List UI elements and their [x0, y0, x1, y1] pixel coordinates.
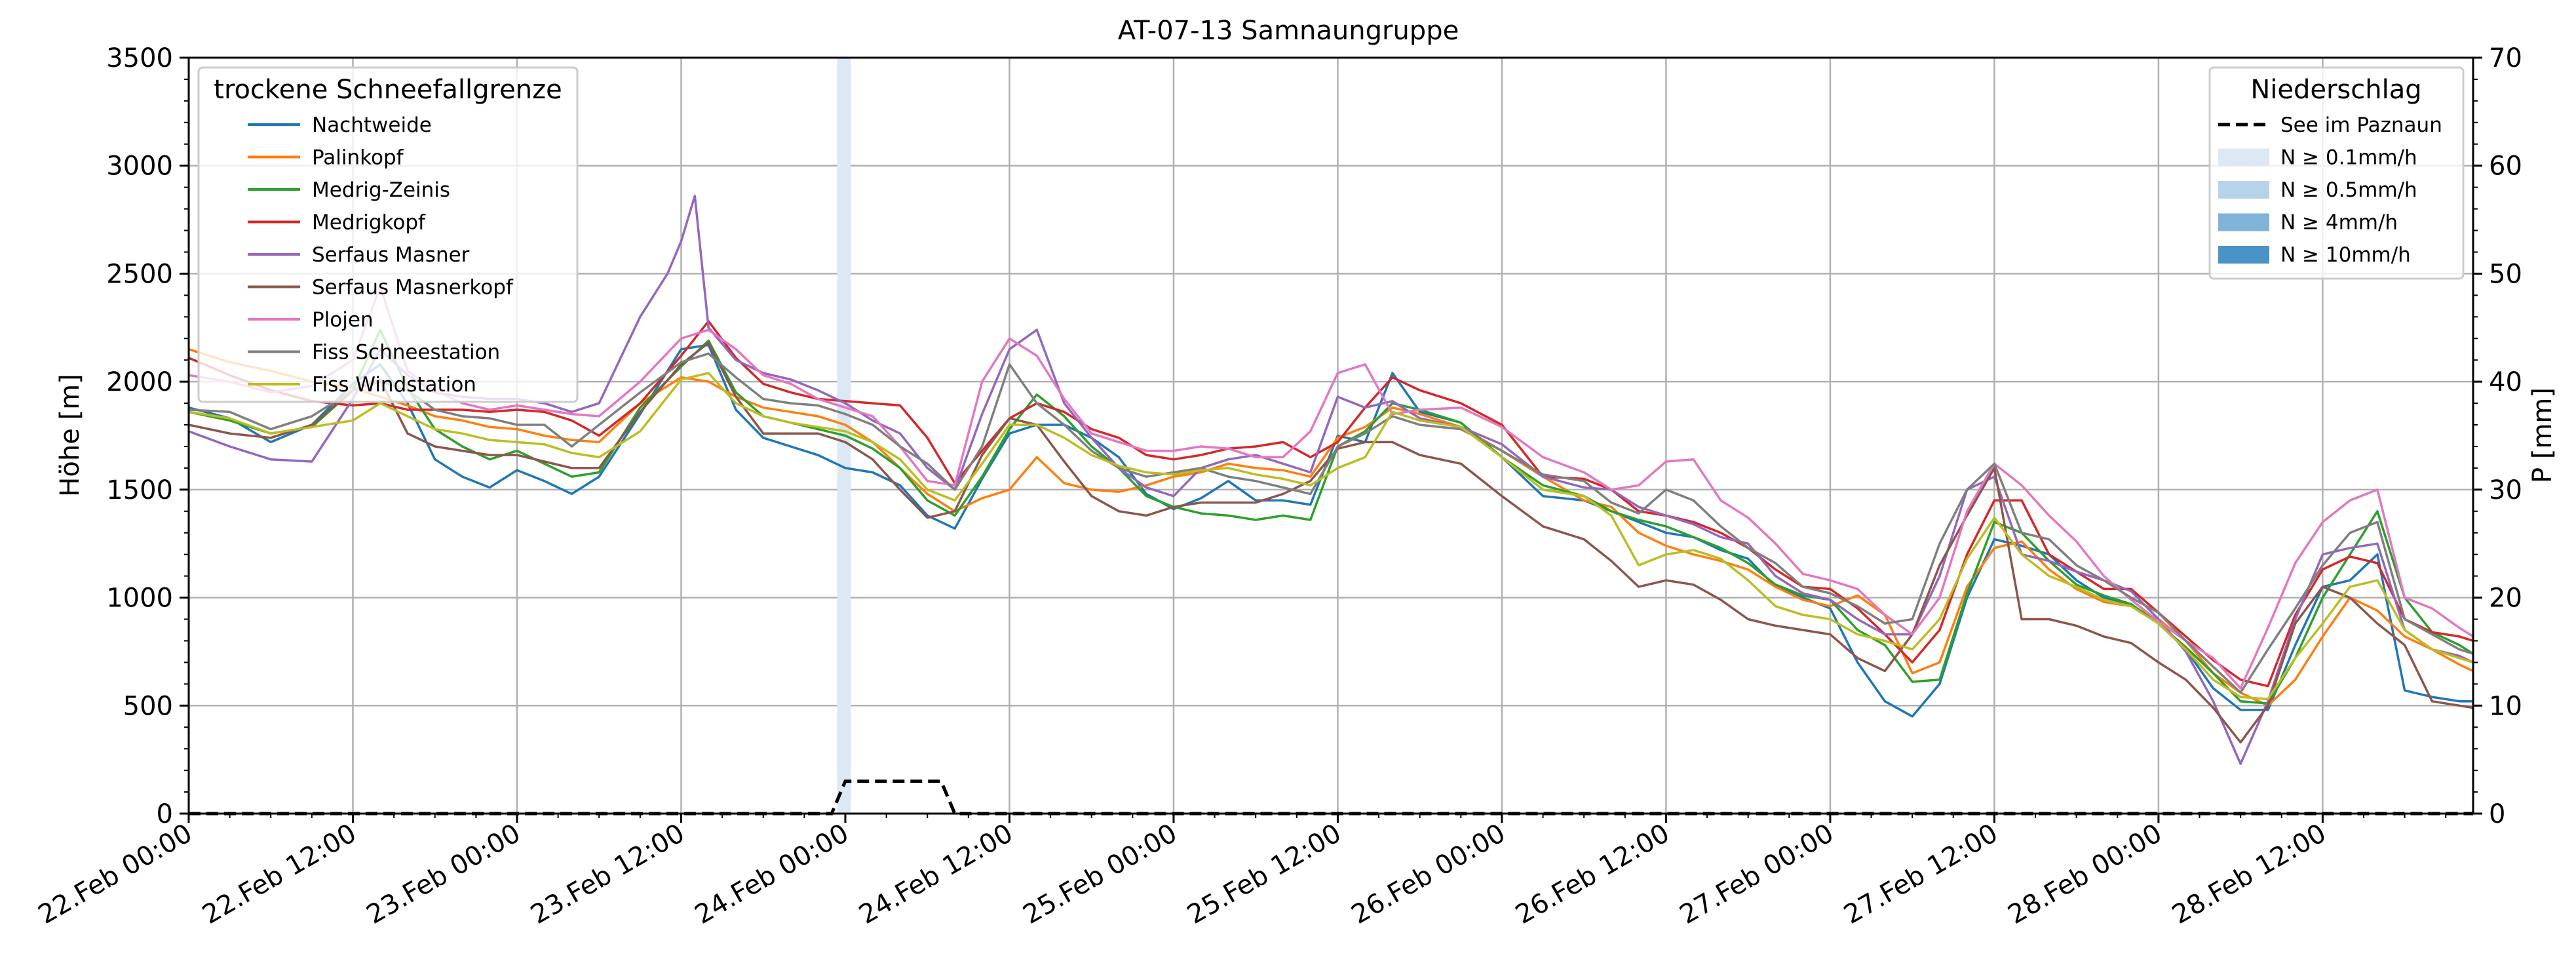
- y2-tick-label: 70: [2489, 43, 2522, 73]
- legend-label-nachtweide: Nachtweide: [312, 113, 432, 137]
- y-tick-label: 0: [157, 799, 173, 829]
- y2-tick-label: 30: [2489, 475, 2522, 505]
- x-tick-label: 28.Feb 00:00: [2003, 818, 2167, 930]
- y-tick-label: 1000: [106, 583, 173, 614]
- y-tick-label: 3500: [106, 43, 173, 73]
- y-tick-label: 1500: [106, 475, 173, 505]
- series-line-fiss-windstation: [188, 372, 2474, 701]
- legend-label-palinkopf: Palinkopf: [312, 146, 404, 170]
- x-tick-label: 24.Feb 12:00: [854, 818, 1018, 930]
- series-lines: [188, 195, 2474, 765]
- y2-tick-label: 20: [2489, 583, 2522, 614]
- y2-tick-label: 40: [2489, 367, 2522, 397]
- x-tick-label: 25.Feb 12:00: [1182, 818, 1346, 930]
- legend-right-frame: [2208, 66, 2465, 280]
- legend-label-n-0-1mm-h: N ≥ 0.1mm/h: [2280, 146, 2417, 170]
- y-axis-label: Höhe [m]: [55, 374, 85, 496]
- y-tick-label: 2500: [106, 259, 173, 289]
- legend-label-medrig-zeinis: Medrig-Zeinis: [312, 178, 450, 202]
- x-tick-label: 23.Feb 12:00: [526, 818, 689, 930]
- plot-frame: [187, 56, 2474, 815]
- legend-label-fiss-windstation: Fiss Windstation: [312, 373, 476, 397]
- y2-tick-label: 50: [2489, 259, 2522, 289]
- legend-swatch-n-0-1mm-h: [2218, 148, 2269, 167]
- x-tick-label: 24.Feb 00:00: [690, 818, 854, 930]
- legend-label-fiss-schneestation: Fiss Schneestation: [312, 341, 500, 365]
- legend-right-title: Niederschlag: [2250, 75, 2421, 105]
- x-tick-label: 28.Feb 12:00: [2167, 818, 2331, 930]
- legend-label-serfaus-masnerkopf: Serfaus Masnerkopf: [312, 276, 514, 300]
- y-tick-label: 500: [123, 691, 173, 721]
- precip-line: [189, 780, 2473, 816]
- legend-right-items: See im Paznaun N ≥ 0.1mm/h N ≥ 0.5mm/h N ≥ …: [2218, 113, 2442, 267]
- legend-swatch-n-0-5mm-h: [2218, 181, 2269, 199]
- y2-tick-label: 0: [2489, 799, 2505, 829]
- y2-tick-label: 60: [2489, 151, 2522, 182]
- x-axis: 22.Feb 00:00 22.Feb 12:00 23.Feb 00:00 23.F…: [33, 814, 2447, 930]
- x-tick-label: 26.Feb 00:00: [1347, 818, 1510, 930]
- legend-label-n-0-5mm-h: N ≥ 0.5mm/h: [2280, 178, 2417, 202]
- legend-label-serfaus-masner: Serfaus Masner: [312, 243, 470, 267]
- y-axis-left: 0 500 1000 1500 2000 2500 3000 3500: [106, 43, 189, 829]
- x-tick-label: 25.Feb 00:00: [1018, 818, 1182, 930]
- legend-left-title: trockene Schneefallgrenze: [214, 75, 562, 105]
- x-tick-label: 26.Feb 12:00: [1510, 818, 1674, 930]
- legend-left-items: Nachtweide Palinkopf Medrig-Zeinis Medrigko…: [248, 113, 514, 397]
- y2-axis-label: P [mm]: [2528, 387, 2558, 483]
- legend-label-medrigkopf: Medrigkopf: [312, 211, 426, 235]
- y-tick-label: 3000: [106, 151, 173, 182]
- chart-title: AT-07-13 Samnaungruppe: [1118, 16, 1459, 46]
- y-tick-label: 2000: [106, 367, 173, 397]
- series-line-serfaus-masnerkopf: [188, 342, 2474, 744]
- precip-line-see-im-paznaun: [189, 780, 2473, 816]
- legend-swatch-n-10mm-h: [2218, 246, 2269, 264]
- legend-niederschlag: Niederschlag See im Paznaun N ≥ 0.1mm/h N …: [2208, 66, 2465, 280]
- x-tick-label: 23.Feb 00:00: [362, 818, 526, 930]
- legend-label-plojen: Plojen: [312, 308, 374, 332]
- y-axis-right: 0 10 20 30 40 50 60 70: [2473, 43, 2522, 829]
- x-tick-label: 27.Feb 00:00: [1675, 818, 1839, 930]
- legend-swatch-n-4mm-h: [2218, 213, 2269, 231]
- legend-label-n-10mm-h: N ≥ 10mm/h: [2280, 243, 2411, 267]
- series-line-fiss-schneestation: [188, 352, 2474, 694]
- x-tick-label: 22.Feb 12:00: [197, 818, 361, 930]
- x-tick-label: 22.Feb 00:00: [33, 818, 197, 930]
- legend-label-n-4mm-h: N ≥ 4mm/h: [2280, 211, 2398, 235]
- x-tick-label: 27.Feb 12:00: [1839, 818, 2003, 930]
- legend-schneefallgrenze: trockene Schneefallgrenze Nachtweide Pali…: [197, 66, 579, 403]
- legend-label-see-im-paznaun: See im Paznaun: [2280, 113, 2442, 137]
- y2-tick-label: 10: [2489, 691, 2522, 721]
